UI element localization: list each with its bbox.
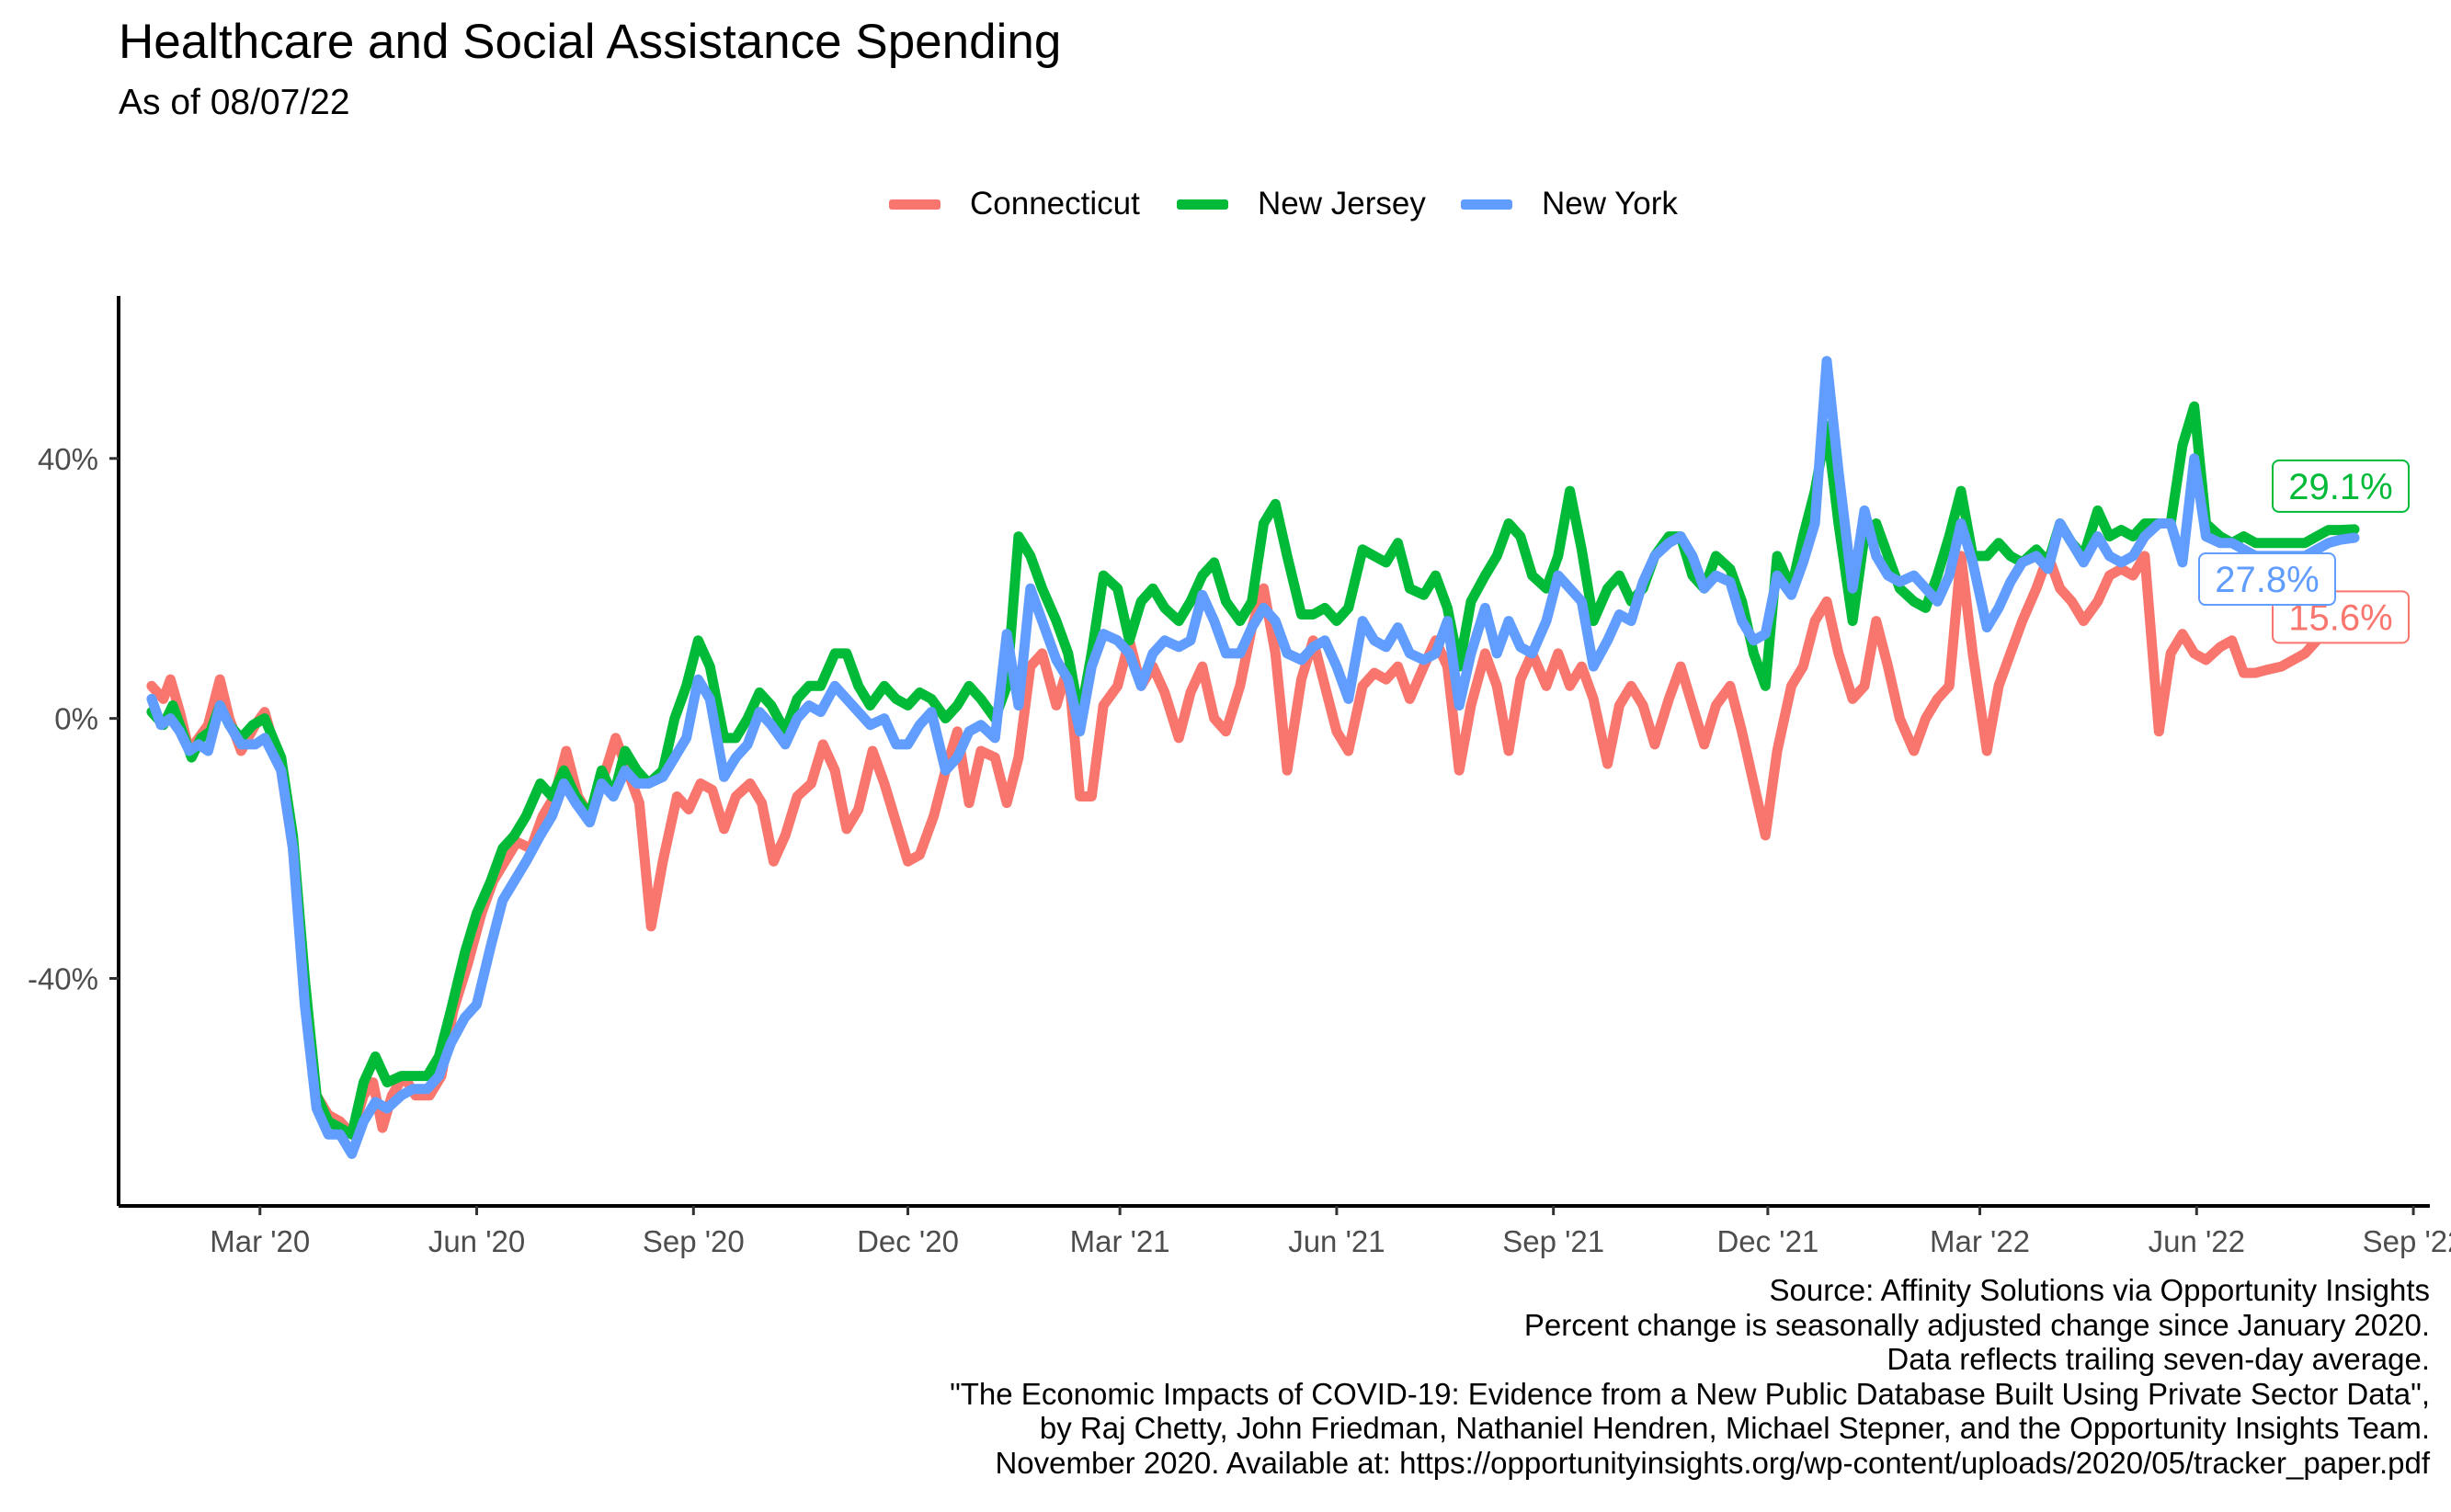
chart-title: Healthcare and Social Assistance Spendin… <box>119 15 1062 69</box>
legend-swatch-new-york <box>1461 199 1512 210</box>
series-layer <box>146 356 2360 1159</box>
series-line-new-jersey <box>146 401 2360 1140</box>
series-line-connecticut <box>146 551 2360 1140</box>
x-tick-label: Jun '22 <box>2149 1224 2245 1258</box>
caption-citation-authors: by Raj Chetty, John Friedman, Nathaniel … <box>1039 1411 2430 1445</box>
x-tick-label: Mar '21 <box>1070 1224 1170 1258</box>
legend-item-new-jersey: New Jersey <box>1177 181 1426 227</box>
legend-label-new-jersey: New Jersey <box>1258 186 1426 222</box>
legend-label-connecticut: Connecticut <box>970 186 1140 222</box>
x-tick-label: Sep '20 <box>643 1224 745 1258</box>
x-tick-label: Dec '21 <box>1716 1224 1818 1258</box>
x-tick-label: Mar '22 <box>1930 1224 2030 1258</box>
caption-average: Data reflects trailing seven-day average… <box>1887 1342 2430 1376</box>
end-label-new-jersey: 29.1% <box>2271 459 2410 513</box>
caption-source: Source: Affinity Solutions via Opportuni… <box>1769 1273 2430 1307</box>
end-label-box <box>2197 552 2336 607</box>
y-tick-label: 0% <box>54 702 98 736</box>
caption-citation-title: "The Economic Impacts of COVID-19: Evide… <box>950 1376 2430 1411</box>
chart-subtitle: As of 08/07/22 <box>119 83 350 122</box>
series-line-new-york <box>146 356 2360 1159</box>
end-label-text: 29.1% <box>2288 467 2392 507</box>
legend-swatch-connecticut <box>889 199 940 210</box>
x-tick-label: Sep '21 <box>1502 1224 1604 1258</box>
x-tick-label: Jun '20 <box>428 1224 525 1258</box>
x-tick-label: Mar '20 <box>210 1224 310 1258</box>
x-tick-label: Dec '20 <box>857 1224 959 1258</box>
legend-label-new-york: New York <box>1542 186 1678 222</box>
y-tick-label: -40% <box>28 962 98 996</box>
legend-item-connecticut: Connecticut <box>889 181 1140 227</box>
legend-swatch-new-jersey <box>1177 199 1228 210</box>
x-tick-label: Jun '21 <box>1288 1224 1385 1258</box>
caption: Source: Affinity Solutions via Opportuni… <box>950 1273 2430 1480</box>
x-tick-label: Sep '22 <box>2363 1224 2451 1258</box>
end-labels-layer: 15.6%29.1%27.8% <box>2197 459 2410 644</box>
end-label-box <box>2271 459 2410 513</box>
caption-citation-url: November 2020. Available at: https://opp… <box>995 1445 2430 1480</box>
plot-area: -40% 0% 40% Mar '20 Jun '20 Sep '20 Dec '20 Mar… <box>28 296 2451 1258</box>
end-label-text: 27.8% <box>2215 560 2319 600</box>
axes: -40% 0% 40% Mar '20 Jun '20 Sep '20 Dec '20 Mar… <box>28 296 2451 1258</box>
y-tick-label: 40% <box>38 442 98 476</box>
caption-method: Percent change is seasonally adjusted ch… <box>1523 1307 2430 1342</box>
legend: Connecticut New Jersey New York <box>0 181 2451 227</box>
legend-item-new-york: New York <box>1461 181 1678 227</box>
end-label-new-york: 27.8% <box>2197 552 2336 607</box>
